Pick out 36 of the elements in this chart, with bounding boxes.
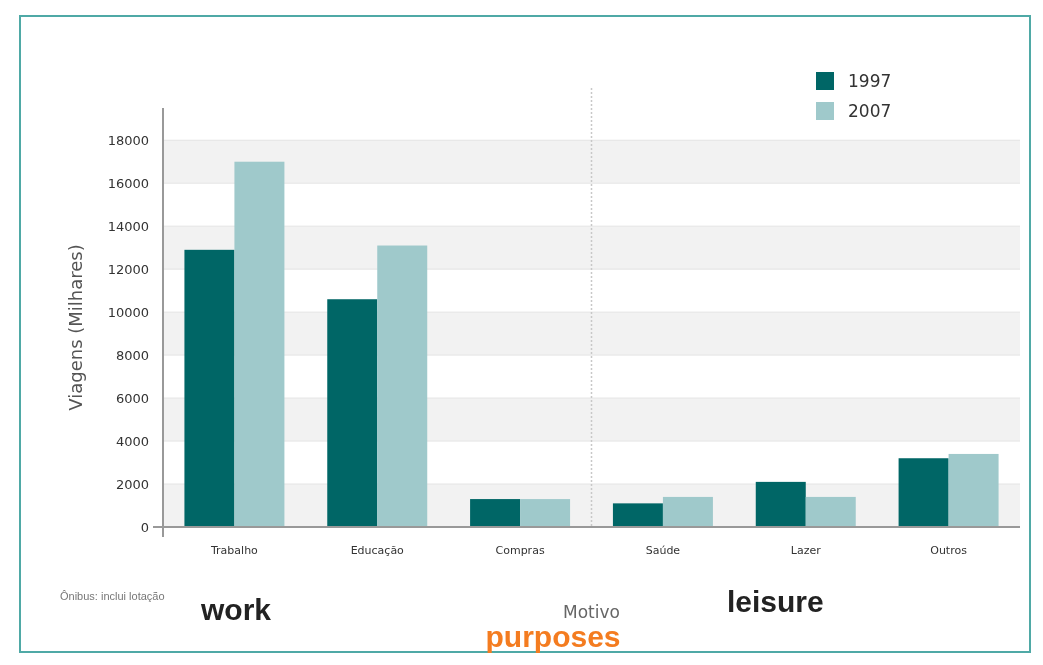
bar — [755, 481, 806, 527]
y-tick-label: 2000 — [115, 476, 149, 492]
text: leisure — [727, 585, 824, 618]
text: work — [200, 593, 272, 626]
x-tick-label: Trabalho — [209, 544, 259, 557]
y-tick-label: 4000 — [115, 433, 149, 449]
bar — [184, 249, 235, 527]
y-tick-label: 0 — [140, 519, 149, 535]
bar — [520, 499, 571, 527]
x-tick-label: Compras — [495, 544, 545, 557]
y-tick-label: 12000 — [107, 261, 149, 277]
y-axis-title: Viagens (Milhares) — [65, 244, 86, 411]
y-tick-label: 6000 — [115, 390, 149, 406]
y-tick-label: 18000 — [107, 132, 149, 148]
y-tick-label: 14000 — [107, 218, 149, 234]
bar — [234, 161, 285, 527]
bar — [377, 245, 428, 527]
text: Ônibus: inclui lotação — [60, 590, 165, 602]
legend-label: 2007 — [848, 100, 892, 121]
x-axis-title: Motivo — [563, 602, 620, 622]
bar — [470, 499, 521, 527]
bar — [898, 458, 949, 527]
text: purposes — [485, 620, 621, 653]
bar — [327, 299, 378, 527]
bar — [805, 496, 856, 527]
legend-label: 1997 — [848, 70, 892, 91]
x-tick-label: Lazer — [790, 544, 822, 557]
x-tick-label: Saúde — [645, 544, 681, 557]
bar — [612, 503, 663, 527]
bar — [662, 496, 713, 527]
bar — [948, 453, 999, 527]
y-tick-label: 8000 — [115, 347, 149, 363]
x-tick-label: Educação — [350, 544, 405, 557]
x-tick-label: Outros — [930, 544, 968, 557]
y-tick-label: 16000 — [107, 175, 149, 191]
y-tick-label: 10000 — [107, 304, 149, 320]
